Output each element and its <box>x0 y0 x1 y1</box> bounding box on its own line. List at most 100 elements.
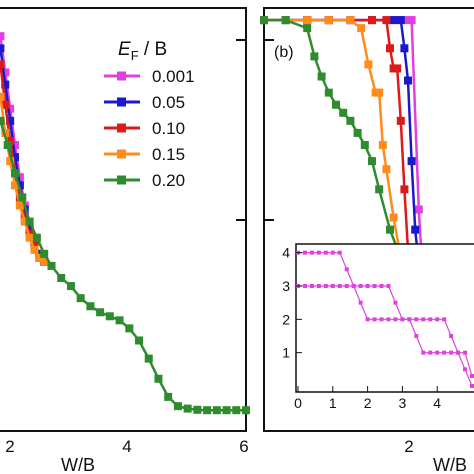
panel-b-series-point <box>324 16 333 25</box>
panel-a-xtick-label: 2 <box>5 437 14 456</box>
inset-series-point <box>372 317 377 322</box>
inset-series-point <box>386 317 391 322</box>
panel-b-series-point <box>368 157 376 166</box>
inset-series-point <box>442 350 447 355</box>
inset-series-point <box>386 284 391 288</box>
inset-frame <box>295 243 474 393</box>
panel-b-xtick-label: 2 <box>404 437 413 456</box>
panel-b-series-point <box>414 205 423 214</box>
panel-b-series-point <box>346 116 355 125</box>
panel-a-series-point <box>35 249 44 258</box>
inset-series-point <box>379 317 384 322</box>
inset-xtick-label: 1 <box>329 395 337 411</box>
panel-a-series-point <box>0 92 5 101</box>
inset-series-point <box>344 284 349 288</box>
legend-label: 0.20 <box>152 171 185 190</box>
inset-series-point <box>449 334 454 338</box>
inset-ytick-label: 4 <box>282 245 290 261</box>
legend: EF / B 0.001 0.05 0.10 0.15 0.20 <box>104 39 195 190</box>
panel-a-series-point <box>11 153 20 162</box>
panel-a-series-point <box>212 406 221 415</box>
panel-b-series-point <box>400 185 409 194</box>
legend-title: EF / B <box>118 39 167 63</box>
inset-series-point <box>470 374 474 378</box>
panel-a-series-point <box>173 402 182 411</box>
panel-a-series-point <box>0 60 5 69</box>
inset-series-point <box>309 284 314 288</box>
inset-series-point <box>337 250 342 255</box>
inset-series-point <box>316 284 321 288</box>
panel-a-plot <box>0 32 250 415</box>
panel-a-xlabel: W/B <box>61 455 95 474</box>
panel-a-series-point <box>6 116 15 125</box>
panel-a-series-point <box>11 181 20 190</box>
panel-a-series-point <box>105 312 114 321</box>
panel-a-series-point <box>125 324 134 333</box>
legend-swatch-marker <box>117 71 126 81</box>
panel-b-xlabel: W/B <box>433 455 467 474</box>
panel-b-series-point <box>346 16 355 25</box>
inset-series-point <box>456 350 461 355</box>
panel-b-series-point <box>404 76 412 85</box>
inset-series-point <box>309 250 314 255</box>
inset-series-point <box>358 300 363 305</box>
legend-label: 0.15 <box>152 145 185 164</box>
panel-a-series-point <box>66 282 75 291</box>
panel-a-xtick-label: 4 <box>122 437 131 456</box>
panel-a-series-point <box>203 406 212 415</box>
inset-series-point <box>330 250 335 255</box>
inset-series-point <box>316 250 321 255</box>
panel-a-series-point <box>6 104 15 113</box>
panel-a-series-point <box>76 294 85 303</box>
inset-plot <box>296 250 474 388</box>
panel-a-series-point <box>232 406 241 415</box>
panel-a-series-point <box>18 193 27 202</box>
panel-a-series-point <box>154 374 163 383</box>
panel-a-series-point <box>86 302 95 311</box>
inset-series-point <box>414 334 419 338</box>
panel-a-series-point <box>11 169 20 178</box>
inset-series-point <box>470 384 474 388</box>
inset-series-point <box>407 317 412 322</box>
panel-b-series-point <box>339 108 348 117</box>
inset-series-point <box>365 284 370 288</box>
panel-b-series-point <box>400 44 409 53</box>
panel-b-series-point <box>396 116 405 125</box>
inset-series-point <box>442 317 447 322</box>
panel-b-series-point <box>357 24 366 33</box>
inset-ticks: 0 1 2 3 4 1 2 3 4 <box>282 245 441 411</box>
panel-a-series-point <box>57 274 66 283</box>
inset-series-point <box>365 317 370 322</box>
panel-b-series-point <box>375 185 384 194</box>
panel-a-series-point <box>40 249 49 258</box>
panel-a-series-point <box>193 405 202 414</box>
inset-series-point <box>449 350 454 355</box>
inset-series-point <box>372 284 377 288</box>
panel-a-series-point <box>3 141 12 150</box>
inset-series-point <box>421 317 426 322</box>
inset-series-point <box>393 300 398 305</box>
inset-series-point <box>393 317 398 322</box>
panel-b-series-point <box>375 88 384 97</box>
inset-xtick-label: 3 <box>399 395 407 411</box>
panel-a-series-point <box>30 241 39 250</box>
panel-a-series-point <box>25 233 34 242</box>
inset-series-point <box>435 317 440 322</box>
inset-xtick-label: 2 <box>364 395 372 411</box>
panel-a-series-point <box>15 201 24 210</box>
legend-title-rest: / B <box>139 39 168 60</box>
legend-entries: 0.001 0.05 0.10 0.15 0.20 <box>104 67 195 190</box>
panel-a-series-point <box>11 141 20 150</box>
inset-series-point <box>400 317 405 322</box>
panel-a-series-point <box>0 116 5 125</box>
panel-a-series-point <box>1 68 10 77</box>
inset-series-point <box>463 350 468 355</box>
panel-b-label: (b) <box>274 44 294 61</box>
inset-series-point <box>379 284 384 288</box>
inset-series-point <box>344 267 349 272</box>
inset-ytick-label: 3 <box>282 278 290 294</box>
inset-series-point <box>414 317 419 322</box>
panel-a-series-point <box>242 406 250 415</box>
panel-a-series-point <box>96 308 105 317</box>
